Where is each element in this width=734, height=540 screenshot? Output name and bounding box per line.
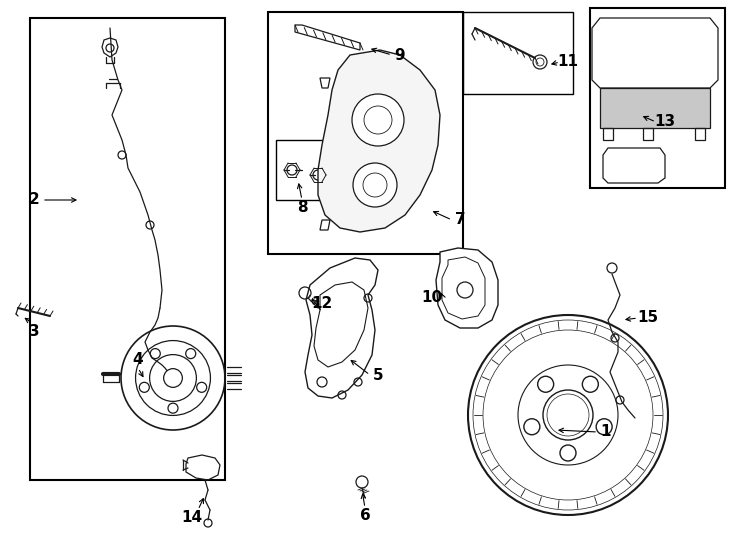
Circle shape xyxy=(560,445,576,461)
Text: 8: 8 xyxy=(297,200,308,215)
Text: 11: 11 xyxy=(558,55,578,70)
Polygon shape xyxy=(305,258,378,398)
Circle shape xyxy=(538,376,553,392)
Text: 7: 7 xyxy=(454,213,465,227)
Circle shape xyxy=(518,365,618,465)
Text: 13: 13 xyxy=(655,114,675,130)
Text: 2: 2 xyxy=(29,192,40,207)
Circle shape xyxy=(353,163,397,207)
Polygon shape xyxy=(436,248,498,328)
Circle shape xyxy=(543,390,593,440)
Circle shape xyxy=(524,418,540,435)
Bar xyxy=(276,140,356,200)
Bar xyxy=(30,18,225,480)
Text: 1: 1 xyxy=(600,424,611,440)
Bar xyxy=(590,8,725,188)
Polygon shape xyxy=(600,88,710,128)
Circle shape xyxy=(596,418,612,435)
Text: 12: 12 xyxy=(311,296,333,312)
Circle shape xyxy=(352,94,404,146)
Text: 14: 14 xyxy=(181,510,203,525)
Bar xyxy=(268,12,463,254)
Text: 5: 5 xyxy=(373,368,383,382)
Text: 3: 3 xyxy=(29,325,40,340)
Bar xyxy=(463,12,573,94)
Text: 15: 15 xyxy=(637,310,658,326)
Text: 4: 4 xyxy=(133,353,143,368)
Circle shape xyxy=(164,369,182,387)
Polygon shape xyxy=(314,282,368,367)
Text: 10: 10 xyxy=(421,291,443,306)
Circle shape xyxy=(468,315,668,515)
Text: 9: 9 xyxy=(395,48,405,63)
Polygon shape xyxy=(295,25,360,50)
Polygon shape xyxy=(318,50,440,232)
Circle shape xyxy=(582,376,598,392)
Text: 6: 6 xyxy=(360,509,371,523)
